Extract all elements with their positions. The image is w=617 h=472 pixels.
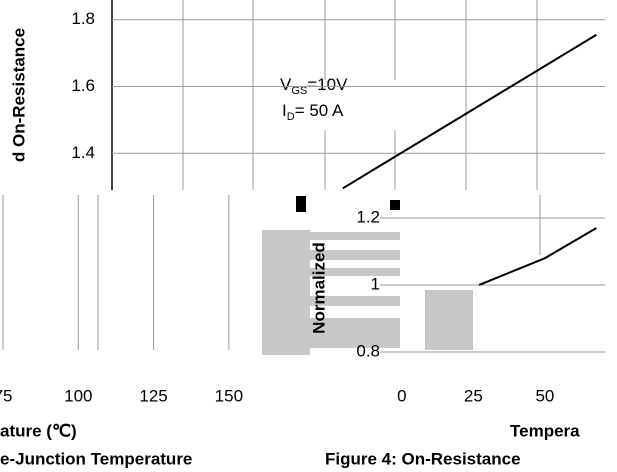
caption: Figure 4: On-Resistance [325,449,521,468]
y-axis-label: Normalized [309,242,328,334]
annotation-text: = 50 A [295,101,344,120]
glitch-mark [296,196,306,212]
y-axis-label: d On-Resistance [9,28,28,162]
y-tick-label: 1.4 [71,143,95,162]
x-tick-label: 0 [397,386,406,405]
x-tick-label: 150 [215,386,243,405]
y-tick-label: 1.2 [356,207,380,226]
caption: e-Junction Temperature [0,449,192,468]
annotation-subscript: D [287,111,295,123]
annotation-symbol: V [280,75,292,94]
y-tick-label: 0.8 [356,341,380,360]
annotation-text: =10V [307,75,348,94]
data-line [478,227,597,286]
y-tick-label: 1.8 [71,9,95,28]
x-tick-label: 75 [0,386,12,405]
annotation: VGS=10V [280,75,348,96]
x-axis-label: Tempera [510,421,580,440]
x-axis-label: ature (℃) [0,421,77,440]
x-tick-label: 100 [64,386,92,405]
x-tick-label: 50 [535,386,554,405]
annotation: ID= 50 A [282,101,344,122]
annotation-bg [272,80,402,130]
glitch-mark [390,200,400,210]
annotation-symbol: I [282,101,287,120]
y-tick-label: 1 [371,274,380,293]
annotation-subscript: GS [291,85,307,97]
x-tick-label: 125 [139,386,167,405]
x-tick-label: 25 [464,386,483,405]
glitch-blocks [262,230,473,355]
y-tick-label: 1.6 [71,76,95,95]
data-line [342,33,597,190]
